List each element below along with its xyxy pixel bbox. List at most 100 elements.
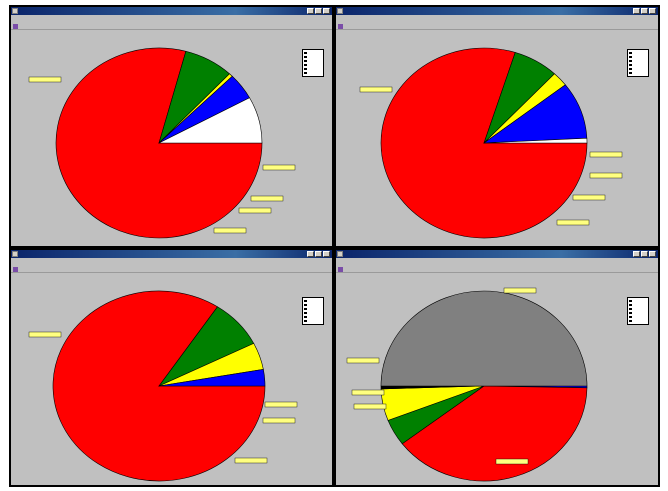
- toolbar-icon[interactable]: [13, 267, 18, 272]
- menu-bar: [11, 258, 332, 266]
- maximize-icon[interactable]: [315, 8, 322, 14]
- legend-item: [629, 59, 647, 63]
- toolbar-icon[interactable]: [338, 267, 343, 272]
- legend-swatch: [629, 308, 632, 310]
- legend-swatch: [629, 304, 632, 306]
- close-icon[interactable]: [649, 8, 656, 14]
- window-titlebar[interactable]: [11, 250, 332, 258]
- slice-data-label: [346, 357, 380, 364]
- legend-item: [304, 67, 322, 71]
- pie-slice[interactable]: [380, 290, 588, 387]
- legend-item: [629, 63, 647, 67]
- slice-data-label: [213, 227, 247, 234]
- slice-data-label: [234, 457, 268, 464]
- window-top-right[interactable]: [336, 7, 658, 246]
- app-icon[interactable]: [12, 8, 18, 14]
- legend-item: [304, 55, 322, 59]
- legend-swatch: [629, 72, 632, 74]
- legend-item: [304, 319, 322, 323]
- slice-data-label: [589, 172, 623, 179]
- pie-slice[interactable]: [401, 385, 588, 482]
- app-icon[interactable]: [12, 251, 18, 257]
- legend-swatch: [304, 304, 307, 306]
- legend-swatch: [304, 56, 307, 58]
- legend-item: [304, 311, 322, 315]
- slice-data-label: [262, 164, 296, 171]
- slice-data-label: [264, 401, 298, 408]
- slice-data-label: [503, 287, 537, 294]
- legend-swatch: [304, 320, 307, 322]
- maximize-icon[interactable]: [641, 251, 648, 257]
- toolbar: [11, 23, 332, 30]
- toolbar: [336, 23, 658, 30]
- app-icon[interactable]: [337, 251, 343, 257]
- legend-item: [304, 303, 322, 307]
- legend-swatch: [304, 300, 307, 302]
- close-icon[interactable]: [323, 251, 330, 257]
- toolbar-icon[interactable]: [13, 24, 18, 29]
- legend-item: [629, 311, 647, 315]
- slice-data-label: [556, 219, 590, 226]
- menu-bar: [336, 258, 658, 266]
- legend-item: [629, 307, 647, 311]
- minimize-icon[interactable]: [307, 8, 314, 14]
- toolbar: [11, 266, 332, 273]
- slice-data-label: [262, 417, 296, 424]
- legend-item: [629, 299, 647, 303]
- chart-legend: [627, 297, 649, 325]
- legend-item: [629, 319, 647, 323]
- pie-slice[interactable]: [380, 47, 588, 239]
- app-icon[interactable]: [337, 8, 343, 14]
- legend-item: [304, 59, 322, 63]
- close-icon[interactable]: [323, 8, 330, 14]
- legend-item: [304, 71, 322, 75]
- pie-chart: [28, 47, 296, 239]
- legend-swatch: [304, 52, 307, 54]
- slice-data-label: [238, 207, 272, 214]
- slice-data-label: [28, 76, 62, 83]
- window-bottom-right[interactable]: [336, 250, 658, 485]
- minimize-icon[interactable]: [633, 251, 640, 257]
- maximize-icon[interactable]: [315, 251, 322, 257]
- slice-data-label: [250, 195, 284, 202]
- window-titlebar[interactable]: [336, 7, 658, 15]
- legend-item: [304, 299, 322, 303]
- slice-data-label: [589, 151, 623, 158]
- window-top-left[interactable]: [11, 7, 332, 246]
- legend-item: [629, 71, 647, 75]
- close-icon[interactable]: [649, 251, 656, 257]
- minimize-icon[interactable]: [307, 251, 314, 257]
- legend-item: [304, 307, 322, 311]
- legend-swatch: [629, 52, 632, 54]
- slice-data-label: [495, 458, 529, 465]
- legend-swatch: [304, 316, 307, 318]
- legend-item: [629, 303, 647, 307]
- toolbar: [336, 266, 658, 273]
- window-titlebar[interactable]: [336, 250, 658, 258]
- legend-swatch: [304, 64, 307, 66]
- window-titlebar[interactable]: [11, 7, 332, 15]
- legend-swatch: [629, 300, 632, 302]
- pie-slice[interactable]: [55, 47, 263, 239]
- slice-data-label: [351, 389, 385, 396]
- legend-swatch: [629, 60, 632, 62]
- legend-item: [629, 67, 647, 71]
- legend-swatch: [629, 312, 632, 314]
- legend-swatch: [304, 312, 307, 314]
- legend-swatch: [304, 68, 307, 70]
- chart-legend: [302, 49, 324, 77]
- chart-legend: [627, 49, 649, 77]
- window-bottom-left[interactable]: [11, 250, 332, 485]
- pie-slice[interactable]: [483, 137, 588, 144]
- legend-swatch: [304, 72, 307, 74]
- pie-chart: [28, 290, 298, 482]
- pie-slice[interactable]: [158, 97, 263, 144]
- maximize-icon[interactable]: [641, 8, 648, 14]
- minimize-icon[interactable]: [633, 8, 640, 14]
- pie-slice[interactable]: [158, 369, 266, 387]
- toolbar-icon[interactable]: [338, 24, 343, 29]
- slice-data-label: [572, 194, 606, 201]
- legend-swatch: [629, 316, 632, 318]
- legend-swatch: [629, 56, 632, 58]
- legend-swatch: [629, 68, 632, 70]
